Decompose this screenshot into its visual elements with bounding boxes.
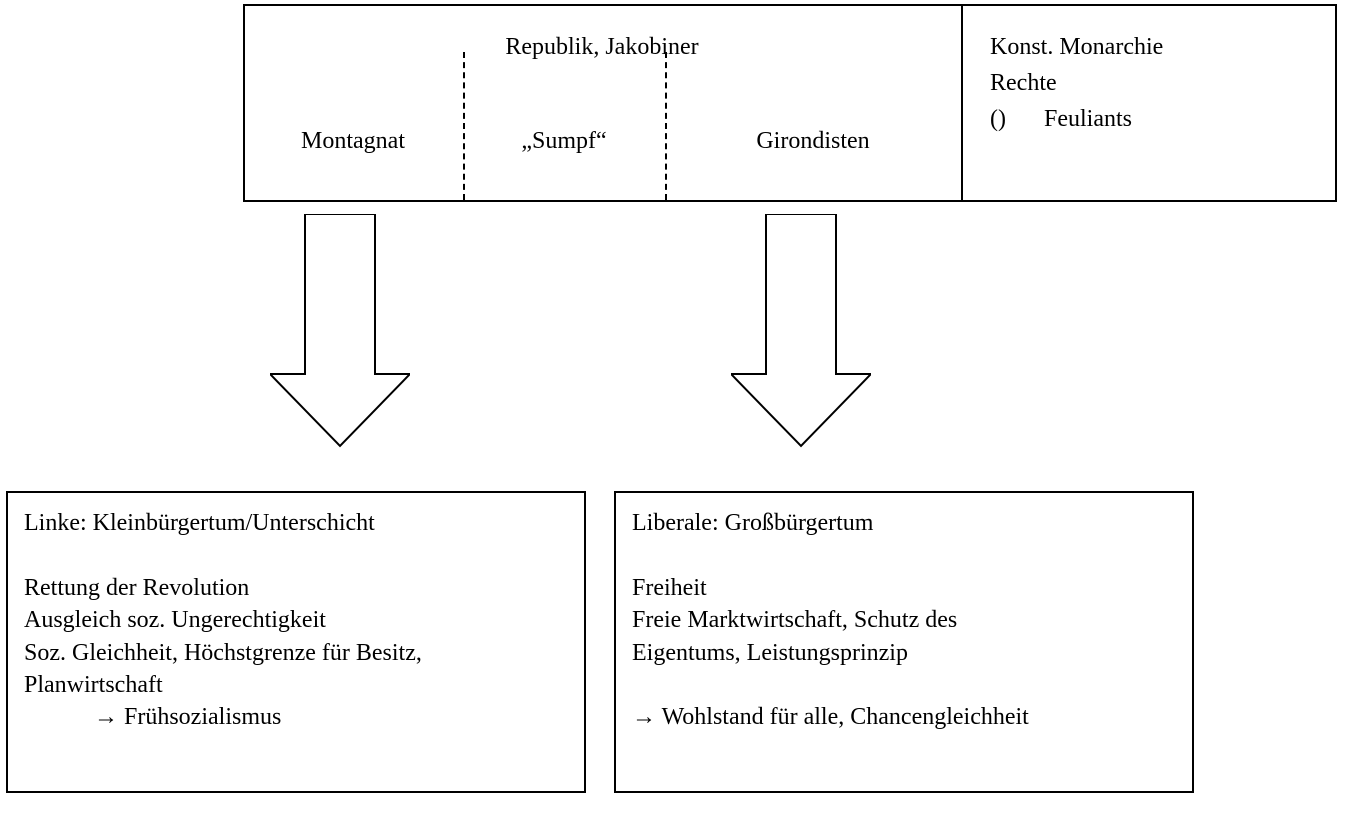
right-box-p3: Eigentums, Leistungsprinzip (632, 637, 1176, 669)
arrow-down-right (731, 214, 871, 450)
divider-dashed-1 (463, 52, 465, 200)
monarchy-line3-paren: () (990, 106, 1006, 133)
right-box-p2: Freie Marktwirtschaft, Schutz des (632, 604, 1176, 636)
left-box-p4: Planwirtschaft (24, 669, 568, 701)
cell-montagnat: Montagnat (243, 128, 463, 155)
left-ideology-box: Linke: Kleinbürgertum/Unterschicht Rettu… (6, 491, 586, 793)
left-box-p3: Soz. Gleichheit, Höchstgrenze für Besitz… (24, 637, 568, 669)
right-box-title: Liberale: Großbürgertum (632, 507, 1176, 539)
republic-title: Republik, Jakobiner (243, 34, 961, 61)
divider-dashed-2 (665, 52, 667, 200)
right-box-p1: Freiheit (632, 572, 1176, 604)
monarchy-line2: Rechte (990, 70, 1057, 97)
left-box-title: Linke: Kleinbürgertum/Unterschicht (24, 507, 568, 539)
right-box-conclusion: → Wohlstand für alle, Chancengleichheit (632, 701, 1176, 733)
cell-girondisten: Girondisten (665, 128, 961, 155)
arrow-down-left (270, 214, 410, 450)
divider-solid (961, 6, 963, 202)
left-box-p1: Rettung der Revolution (24, 572, 568, 604)
monarchy-line1: Konst. Monarchie (990, 34, 1163, 61)
left-box-p2: Ausgleich soz. Ungerechtigkeit (24, 604, 568, 636)
monarchy-line3-label: Feuliants (1044, 106, 1132, 133)
left-box-conclusion: → Frühsozialismus (24, 701, 568, 733)
right-ideology-box: Liberale: Großbürgertum Freiheit Freie M… (614, 491, 1194, 793)
cell-sumpf: „Sumpf“ (463, 128, 665, 155)
